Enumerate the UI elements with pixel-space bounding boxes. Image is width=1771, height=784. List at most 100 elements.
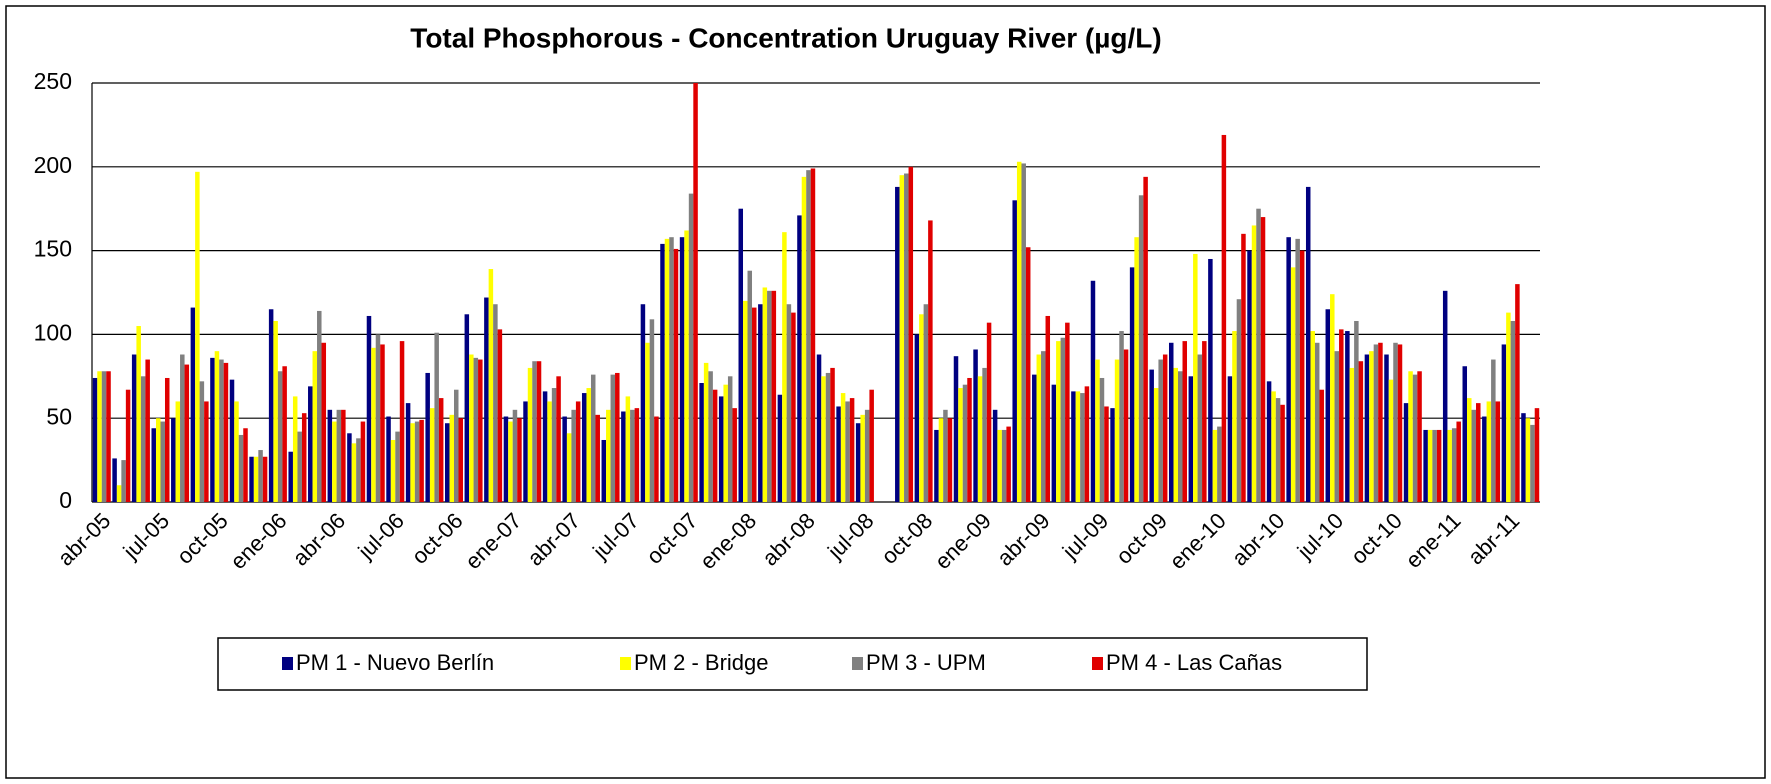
legend-swatch xyxy=(282,657,293,670)
bar xyxy=(997,429,1002,502)
bar xyxy=(101,371,107,502)
bar xyxy=(1310,331,1315,502)
bar xyxy=(171,418,176,502)
bar xyxy=(243,428,248,502)
bar xyxy=(366,315,372,502)
bar xyxy=(1202,341,1207,502)
bar xyxy=(336,409,342,502)
bar xyxy=(771,290,777,502)
bar xyxy=(767,290,772,502)
bar xyxy=(786,304,792,502)
bar xyxy=(1084,386,1090,502)
bar xyxy=(1056,341,1061,502)
bar xyxy=(836,406,841,502)
bar xyxy=(947,418,953,502)
bar xyxy=(1349,367,1355,502)
bar xyxy=(1334,351,1340,502)
legend-label: PM 4 - Las Cañas xyxy=(1106,650,1282,675)
bar xyxy=(1530,424,1535,502)
bar xyxy=(1403,403,1409,502)
bar xyxy=(1260,217,1266,502)
bar xyxy=(219,359,224,502)
bar xyxy=(425,372,430,502)
bar xyxy=(914,334,920,502)
bar xyxy=(673,248,679,502)
bar xyxy=(1149,369,1154,502)
bar xyxy=(136,326,141,502)
bar xyxy=(210,357,215,502)
bar xyxy=(1129,267,1135,502)
bar xyxy=(1525,418,1531,502)
bar xyxy=(855,423,861,502)
bar xyxy=(1482,416,1487,502)
bar xyxy=(145,359,150,502)
bar xyxy=(1408,371,1413,502)
bar xyxy=(1099,377,1105,502)
bar xyxy=(1354,320,1359,502)
legend-label: PM 3 - UPM xyxy=(866,650,986,675)
bar xyxy=(777,394,783,502)
bar xyxy=(1227,376,1233,502)
bar xyxy=(1358,361,1364,502)
bar xyxy=(556,376,561,502)
bar xyxy=(1299,250,1305,502)
bar xyxy=(821,376,826,502)
bar xyxy=(478,359,483,502)
bar xyxy=(1330,294,1335,502)
bar xyxy=(712,389,718,502)
bar xyxy=(438,398,444,502)
bar xyxy=(752,307,757,502)
bar xyxy=(121,460,126,502)
bar xyxy=(1305,186,1311,503)
bar xyxy=(743,300,748,502)
bar xyxy=(1051,384,1057,502)
bar xyxy=(1373,344,1379,502)
bar xyxy=(1534,408,1540,502)
chart-title: Total Phosphorous - Concentration Urugua… xyxy=(410,22,1161,53)
bar xyxy=(992,409,998,502)
bar xyxy=(399,341,405,502)
bar xyxy=(190,307,196,502)
bar xyxy=(943,409,948,502)
bar xyxy=(458,418,464,502)
bar xyxy=(536,361,542,502)
bar xyxy=(1417,371,1422,502)
bar xyxy=(1364,354,1370,502)
bar xyxy=(125,389,131,502)
bar xyxy=(860,414,865,502)
bar xyxy=(1476,403,1481,502)
bar xyxy=(708,371,713,502)
bar xyxy=(1012,200,1017,502)
bar xyxy=(938,418,944,502)
bar xyxy=(1095,359,1100,502)
bar xyxy=(1060,337,1066,502)
bar xyxy=(1065,322,1070,502)
bar xyxy=(664,238,670,503)
bar xyxy=(727,376,733,502)
bar xyxy=(1506,312,1511,502)
bar xyxy=(204,401,209,502)
bar xyxy=(253,456,259,502)
bar xyxy=(1045,315,1051,502)
bar xyxy=(1123,349,1129,502)
bar xyxy=(497,329,503,502)
bar xyxy=(1384,354,1389,502)
bar xyxy=(1369,351,1374,502)
bar xyxy=(1501,344,1507,502)
bar xyxy=(688,193,694,502)
bar xyxy=(184,364,190,502)
bar xyxy=(977,376,983,502)
bar xyxy=(684,230,689,502)
bar xyxy=(1247,250,1252,502)
bar xyxy=(1178,371,1183,502)
bar xyxy=(532,361,537,502)
bar xyxy=(1134,237,1139,502)
bar xyxy=(693,83,698,502)
bar xyxy=(610,374,616,502)
bar xyxy=(390,439,396,502)
bar xyxy=(473,357,479,502)
bar xyxy=(112,458,117,502)
bar xyxy=(1075,391,1081,502)
bar xyxy=(273,320,278,502)
